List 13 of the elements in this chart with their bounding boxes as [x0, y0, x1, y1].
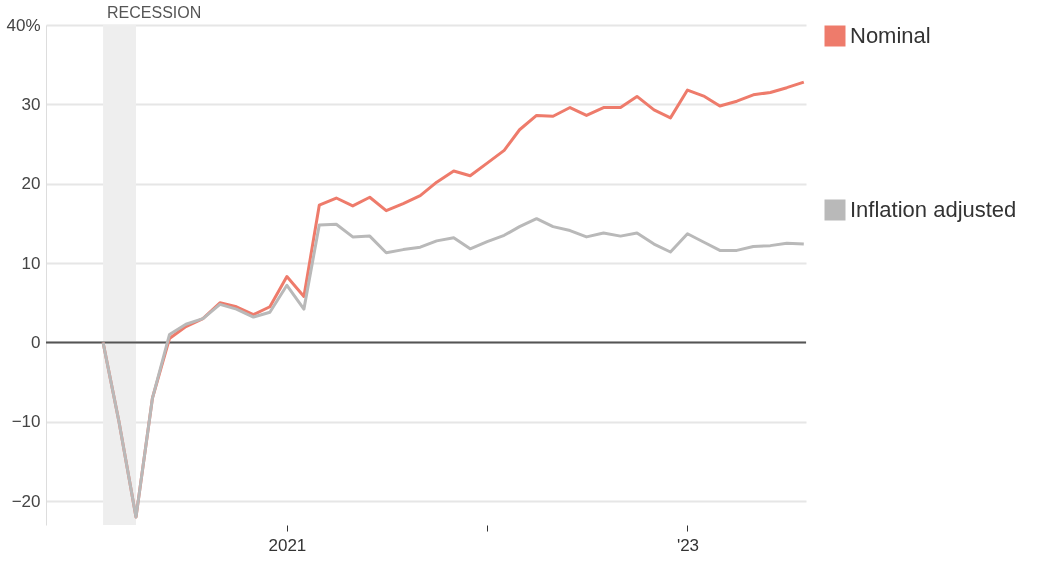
y-tick-label: 0 [31, 332, 41, 352]
y-tick-label: −10 [11, 412, 41, 432]
legend-label: Nominal [850, 23, 931, 48]
y-tick-label: −20 [11, 491, 41, 511]
band-label: RECESSION [107, 4, 202, 21]
x-tick-label: 2021 [268, 535, 307, 555]
x-tick-label: '23 [676, 535, 700, 555]
legend-label: Inflation adjusted [850, 197, 1017, 222]
y-tick-label: 20 [21, 174, 41, 194]
y-tick-label: 40% [6, 15, 41, 35]
y-tick-label: 10 [21, 253, 41, 273]
y-tick-label: 30 [21, 94, 41, 114]
line-series [101, 217, 806, 519]
